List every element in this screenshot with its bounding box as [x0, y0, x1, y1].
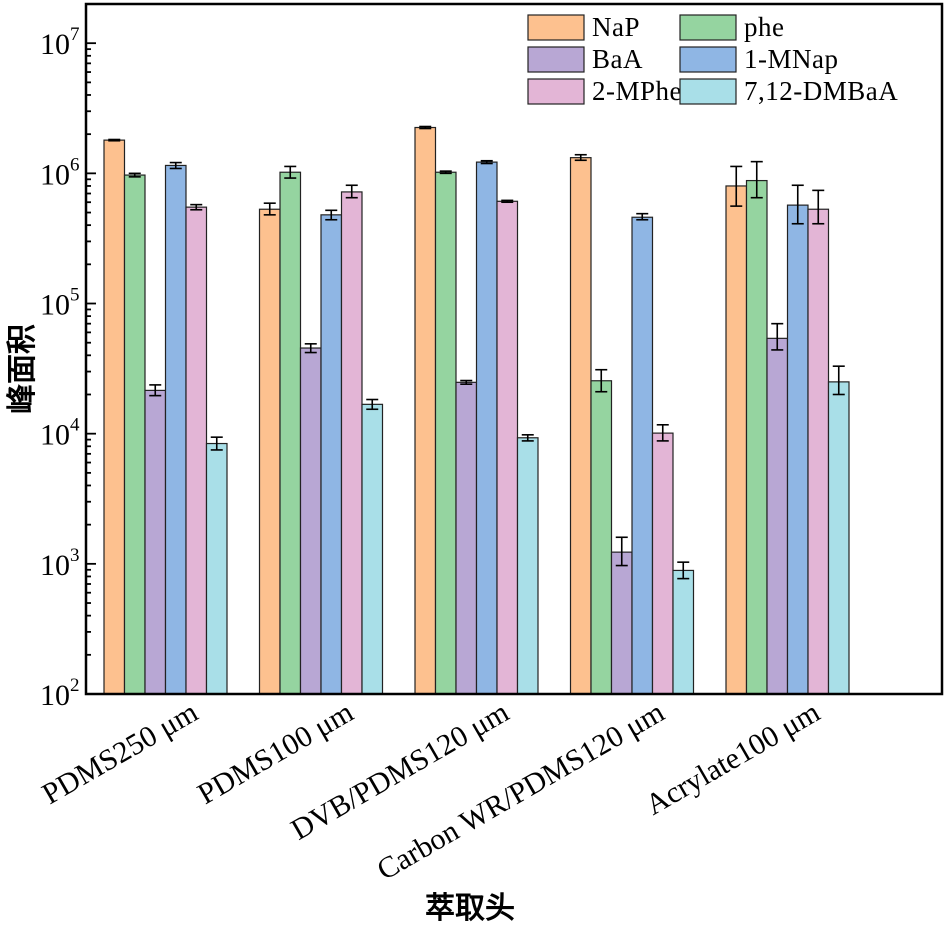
- y-tick-label: 107: [40, 24, 80, 61]
- bar: [827, 381, 850, 695]
- bar: [103, 139, 126, 695]
- bar: [516, 437, 539, 695]
- x-tick-label: PDMS250 μm: [37, 695, 204, 810]
- bar: [475, 161, 498, 695]
- error-bars-layer: [108, 125, 845, 580]
- bar: [205, 442, 228, 695]
- bar: [569, 157, 592, 695]
- legend-swatch: [527, 46, 585, 73]
- bar: [786, 204, 809, 695]
- legend-label: phe: [744, 12, 784, 42]
- bar: [164, 164, 187, 695]
- legend-swatch: [679, 14, 737, 41]
- bar: [725, 185, 748, 695]
- legend-label: 2-MPhe: [592, 76, 682, 106]
- bar: [651, 432, 674, 695]
- legend-label: BaA: [592, 44, 643, 74]
- bar: [766, 337, 789, 695]
- bar: [414, 126, 437, 695]
- x-tick-label: Acrylate100 μm: [640, 695, 826, 821]
- bar: [496, 200, 519, 695]
- bar: [631, 216, 654, 695]
- bar: [361, 403, 384, 695]
- bar: [590, 380, 613, 695]
- bar: [745, 179, 768, 695]
- bar: [144, 389, 167, 695]
- bar: [434, 171, 457, 695]
- legend-swatch: [679, 78, 737, 105]
- legend-swatch: [679, 46, 737, 73]
- bar: [258, 208, 281, 695]
- plot-frame: [84, 2, 944, 696]
- bar: [340, 191, 363, 695]
- y-tick-label: 104: [40, 415, 80, 452]
- bar: [279, 171, 302, 695]
- legend-label: 7,12-DMBaA: [744, 76, 898, 106]
- y-tick-label: 105: [40, 285, 80, 322]
- legend-label: 1-MNap: [744, 44, 838, 74]
- bar: [672, 569, 695, 695]
- bar: [123, 174, 146, 695]
- legend: NaP phe BaA 1-MNap 2-MPhe 7,12-DMBaA: [527, 12, 898, 106]
- y-axis: 102 103 104 105 106 107: [40, 3, 96, 712]
- bar: [807, 208, 830, 695]
- y-axis-title: 峰面积: [5, 324, 40, 414]
- legend-label: NaP: [592, 12, 640, 42]
- bar: [185, 206, 208, 695]
- legend-swatch: [527, 14, 585, 41]
- x-axis-title: 萃取头: [425, 891, 515, 926]
- bar: [299, 347, 322, 695]
- y-tick-label: 103: [40, 545, 80, 582]
- bar: [320, 214, 343, 695]
- legend-swatch: [527, 78, 585, 105]
- y-tick-label: 106: [40, 154, 80, 191]
- y-tick-label: 102: [40, 675, 80, 712]
- x-tick-label: Carbon WR/PDMS120 μm: [372, 695, 670, 886]
- bars-layer: [103, 126, 850, 695]
- bar: [455, 381, 478, 695]
- bar: [610, 551, 633, 695]
